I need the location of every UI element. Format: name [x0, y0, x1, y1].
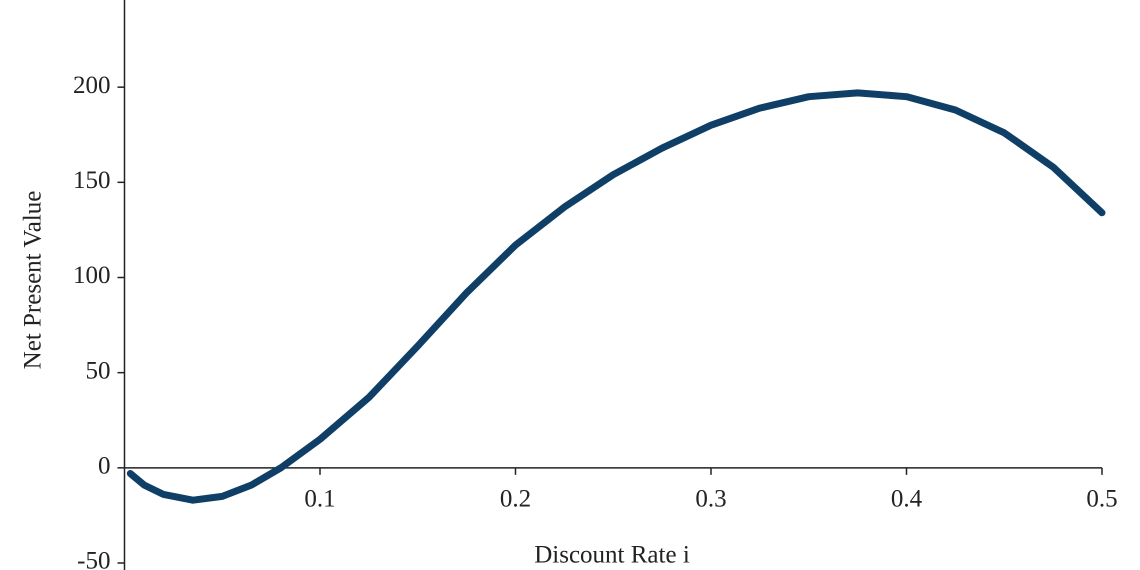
y-tick-label: 100	[73, 262, 111, 289]
x-tick-label: 0.2	[500, 486, 531, 513]
y-tick-label: 250	[73, 0, 111, 4]
line-series	[126, 89, 1106, 504]
x-tick-label: 0.1	[304, 486, 335, 513]
y-tick-label: 50	[86, 357, 111, 384]
x-tick-label: 0.4	[891, 486, 923, 513]
y-tick-label: -50	[77, 548, 110, 570]
x-tick-label: 0.3	[695, 486, 726, 513]
x-axis-label: Discount Rate i	[534, 542, 690, 569]
y-tick-label: 0	[98, 453, 111, 480]
y-tick-label: 150	[73, 167, 111, 194]
y-tick-label: 200	[73, 72, 111, 99]
y-axis-label: Net Present Value	[20, 191, 47, 370]
x-tick-label: 0.5	[1086, 486, 1117, 513]
